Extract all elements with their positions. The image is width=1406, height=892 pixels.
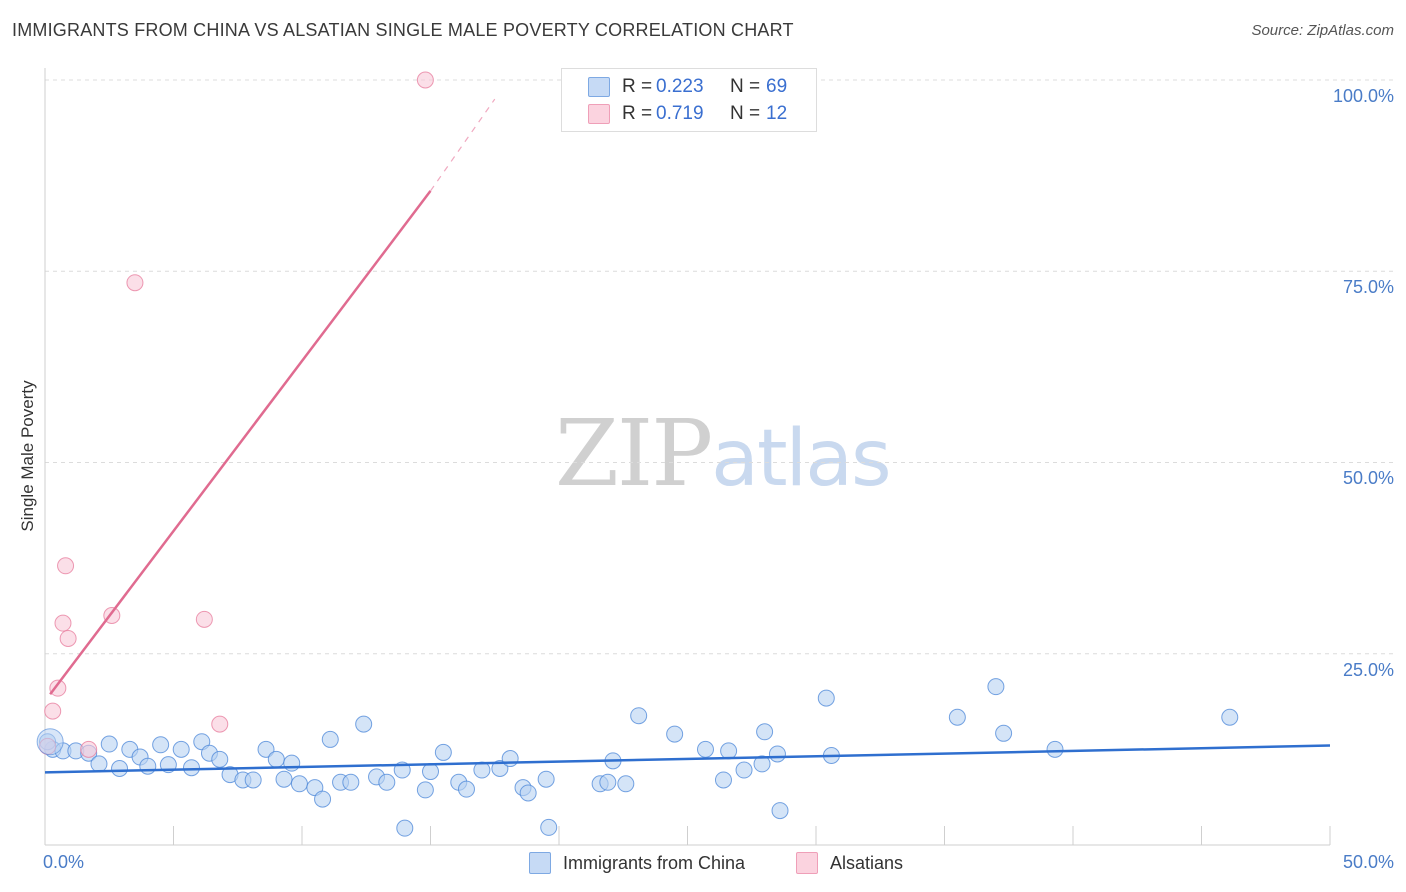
stats-row-alsatians: R = 0.719 N = 12 [588, 102, 787, 126]
china-point-32 [378, 773, 396, 791]
china-point-27 [321, 730, 339, 748]
alsatian-point-9 [195, 610, 213, 628]
china-point-9 [139, 757, 157, 775]
china-point-6 [111, 760, 129, 777]
legend-china-label: Immigrants from China [563, 852, 746, 873]
china-point-22 [275, 770, 293, 788]
china-point-34 [396, 819, 414, 837]
china-point-66 [1046, 740, 1064, 758]
china-point-26 [314, 790, 332, 808]
alsatian-point-10 [211, 715, 229, 733]
china-point-30 [355, 715, 373, 733]
r-label: R = [622, 103, 653, 124]
legend-item-alsatians[interactable]: Alsatians [796, 852, 903, 874]
watermark: ZIPatlas [555, 400, 892, 507]
china-swatch [588, 77, 610, 97]
china-point-29 [342, 773, 360, 791]
china-point-59 [768, 745, 786, 763]
china-point-42 [501, 750, 519, 768]
y-axis-label: Single Male Poverty [18, 380, 37, 532]
stats-legend: R = 0.223 N = 69 R = 0.719 N = 12 [561, 68, 817, 132]
china-point-44 [519, 784, 537, 802]
china-point-46 [540, 818, 558, 836]
source-credit: Source: ZipAtlas.com [1251, 22, 1394, 39]
chart-title: IMMIGRANTS FROM CHINA VS ALSATIAN SINGLE… [12, 20, 794, 40]
china-point-55 [720, 742, 738, 760]
china-point-54 [714, 771, 732, 789]
legend-item-china[interactable]: Immigrants from China [529, 852, 745, 874]
china-point-12 [172, 740, 190, 758]
legend-alsatians-label: Alsatians [830, 852, 904, 873]
alsatian-point-5 [59, 629, 77, 647]
china-point-51 [630, 707, 648, 725]
china-point-41 [491, 760, 509, 777]
china-point-5 [100, 735, 118, 753]
china-point-37 [434, 743, 452, 761]
china-point-48 [599, 773, 617, 791]
china-point-35 [416, 781, 434, 799]
x-tick-label-max: 50.0% [1342, 852, 1394, 872]
china-point-57 [753, 755, 771, 773]
china-point-65 [995, 724, 1013, 742]
china-point-10 [152, 736, 170, 754]
alsatian-point-8 [126, 274, 144, 292]
y-tick-label-25: 25.0% [1342, 660, 1394, 680]
n-label: N = [730, 76, 761, 97]
china-point-60 [771, 802, 789, 820]
n-value: 12 [766, 103, 788, 124]
r-value: 0.719 [656, 103, 704, 124]
china-point-19 [244, 771, 262, 789]
alsatian-point-2 [49, 679, 67, 697]
china-point-67 [1221, 708, 1239, 726]
china-point-50 [617, 775, 635, 793]
china-point-16 [211, 750, 229, 768]
alsatian-trend-extension [430, 98, 496, 192]
china-point-61 [817, 689, 835, 707]
watermark-atlas: atlas [711, 414, 891, 504]
y-tick-label-100: 100.0% [1332, 86, 1394, 106]
china-trend-line [44, 744, 1331, 774]
alsatian-point-3 [54, 614, 72, 632]
china-point-13 [182, 759, 200, 777]
china-point-4 [90, 755, 108, 773]
china-point-64 [987, 678, 1005, 696]
china-point-20 [257, 740, 275, 758]
alsatian-point-11 [416, 71, 434, 89]
china-point-36 [422, 763, 439, 781]
china-point-cluster [36, 728, 64, 756]
alsatians-swatch [588, 104, 610, 124]
y-tick-label-50: 50.0% [1342, 468, 1394, 488]
legend-alsatians-swatch [796, 852, 818, 874]
china-point-56 [735, 761, 753, 779]
n-value: 69 [766, 76, 788, 97]
china-point-53 [696, 740, 714, 758]
x-tick-label-min: 0.0% [43, 852, 85, 872]
china-point-23 [283, 754, 301, 772]
china-point-45 [537, 770, 555, 788]
alsatian-trend-line [49, 190, 432, 696]
china-point-24 [290, 775, 308, 793]
y-tick-label-75: 75.0% [1342, 277, 1394, 297]
r-value: 0.223 [656, 76, 704, 97]
alsatian-point-4 [57, 557, 75, 575]
watermark-zip: ZIP [555, 400, 713, 507]
r-label: R = [622, 76, 653, 97]
china-point-63 [948, 708, 966, 726]
alsatian-point-6 [80, 740, 98, 758]
legend-china-swatch [529, 852, 551, 874]
china-point-39 [457, 780, 475, 798]
alsatian-point-1 [44, 702, 62, 720]
china-point-52 [666, 725, 684, 743]
stats-row-china: R = 0.223 N = 69 [588, 75, 787, 99]
china-point-21 [267, 750, 285, 768]
china-point-58 [756, 723, 774, 741]
n-label: N = [730, 103, 761, 124]
